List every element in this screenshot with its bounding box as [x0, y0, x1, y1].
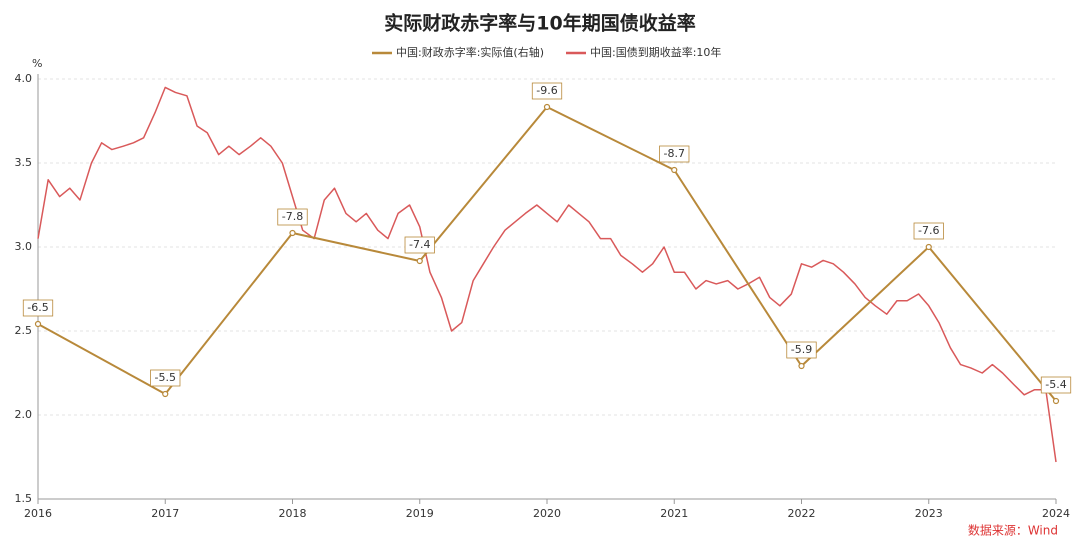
data-label: -5.5 [155, 371, 176, 384]
data-label-box [659, 145, 690, 163]
y-tick-label: 1.5 [15, 492, 33, 505]
data-label: -7.4 [409, 238, 430, 251]
data-point [671, 166, 678, 174]
source: 数据来源：Wind [968, 523, 1058, 538]
data-label-group: -7.6 [913, 222, 944, 240]
y-tick-label: 3.5 [15, 156, 33, 169]
data-point [798, 362, 805, 370]
x-tick-label: 2021 [660, 507, 688, 520]
legend-label: 中国:财政赤字率:实际值(右轴) [396, 45, 544, 59]
data-label-box [150, 369, 181, 387]
x-tick-label: 2020 [533, 507, 561, 520]
data-label-box [277, 208, 308, 226]
series-line [37, 106, 1057, 402]
data-point [543, 103, 551, 111]
data-label-group: -7.8 [277, 208, 308, 226]
data-label-box [1040, 376, 1072, 394]
data-label-box [404, 236, 435, 254]
data-label-group: -5.5 [150, 369, 181, 387]
data-point [162, 390, 169, 398]
x-tick-label: 2024 [1042, 507, 1070, 520]
data-label: -5.9 [791, 343, 812, 356]
chart-title: 实际财政赤字率与10年期国债收益率 [384, 12, 695, 35]
data-label-group: -9.6 [531, 82, 563, 100]
data-label-group: -5.9 [786, 341, 817, 359]
x-tick-label: 2018 [279, 507, 307, 520]
legend-label: 中国:国债到期收益率:10年 [590, 45, 721, 59]
y-unit: % [32, 57, 42, 70]
series-line [37, 86, 1057, 463]
data-label: -7.6 [918, 224, 939, 237]
data-label: -6.5 [27, 301, 48, 314]
data-label-group: -5.4 [1040, 376, 1072, 394]
legend: 中国:财政赤字率:实际值(右轴) 中国:国债到期收益率:10年 [372, 45, 721, 59]
x-tick-label: 2019 [406, 507, 434, 520]
data-label-box [531, 82, 563, 100]
data-label: -5.4 [1045, 378, 1066, 391]
data-label: -8.7 [664, 147, 685, 160]
y-tick-label: 4.0 [15, 72, 33, 85]
y-tick-label: 2.0 [15, 408, 33, 421]
data-point [289, 229, 296, 237]
x-tick-label: 2016 [24, 507, 52, 520]
data-label-box [913, 222, 944, 240]
data-label-box [22, 299, 54, 317]
y-tick-label: 3.0 [15, 240, 33, 253]
data-label-group: -6.5 [22, 299, 54, 317]
x-tick-label: 2022 [788, 507, 816, 520]
data-point [34, 320, 42, 328]
data-label: -9.6 [536, 84, 557, 97]
data-label-box [786, 341, 817, 359]
x-tick-label: 2017 [151, 507, 179, 520]
data-label-group: -7.4 [404, 236, 435, 254]
x-tick-label: 2023 [915, 507, 943, 520]
y-tick-label: 2.5 [15, 324, 33, 337]
data-label: -7.8 [282, 210, 303, 223]
data-point [1052, 397, 1060, 405]
data-point [925, 243, 932, 251]
data-point [416, 257, 423, 265]
data-label-group: -8.7 [659, 145, 690, 163]
